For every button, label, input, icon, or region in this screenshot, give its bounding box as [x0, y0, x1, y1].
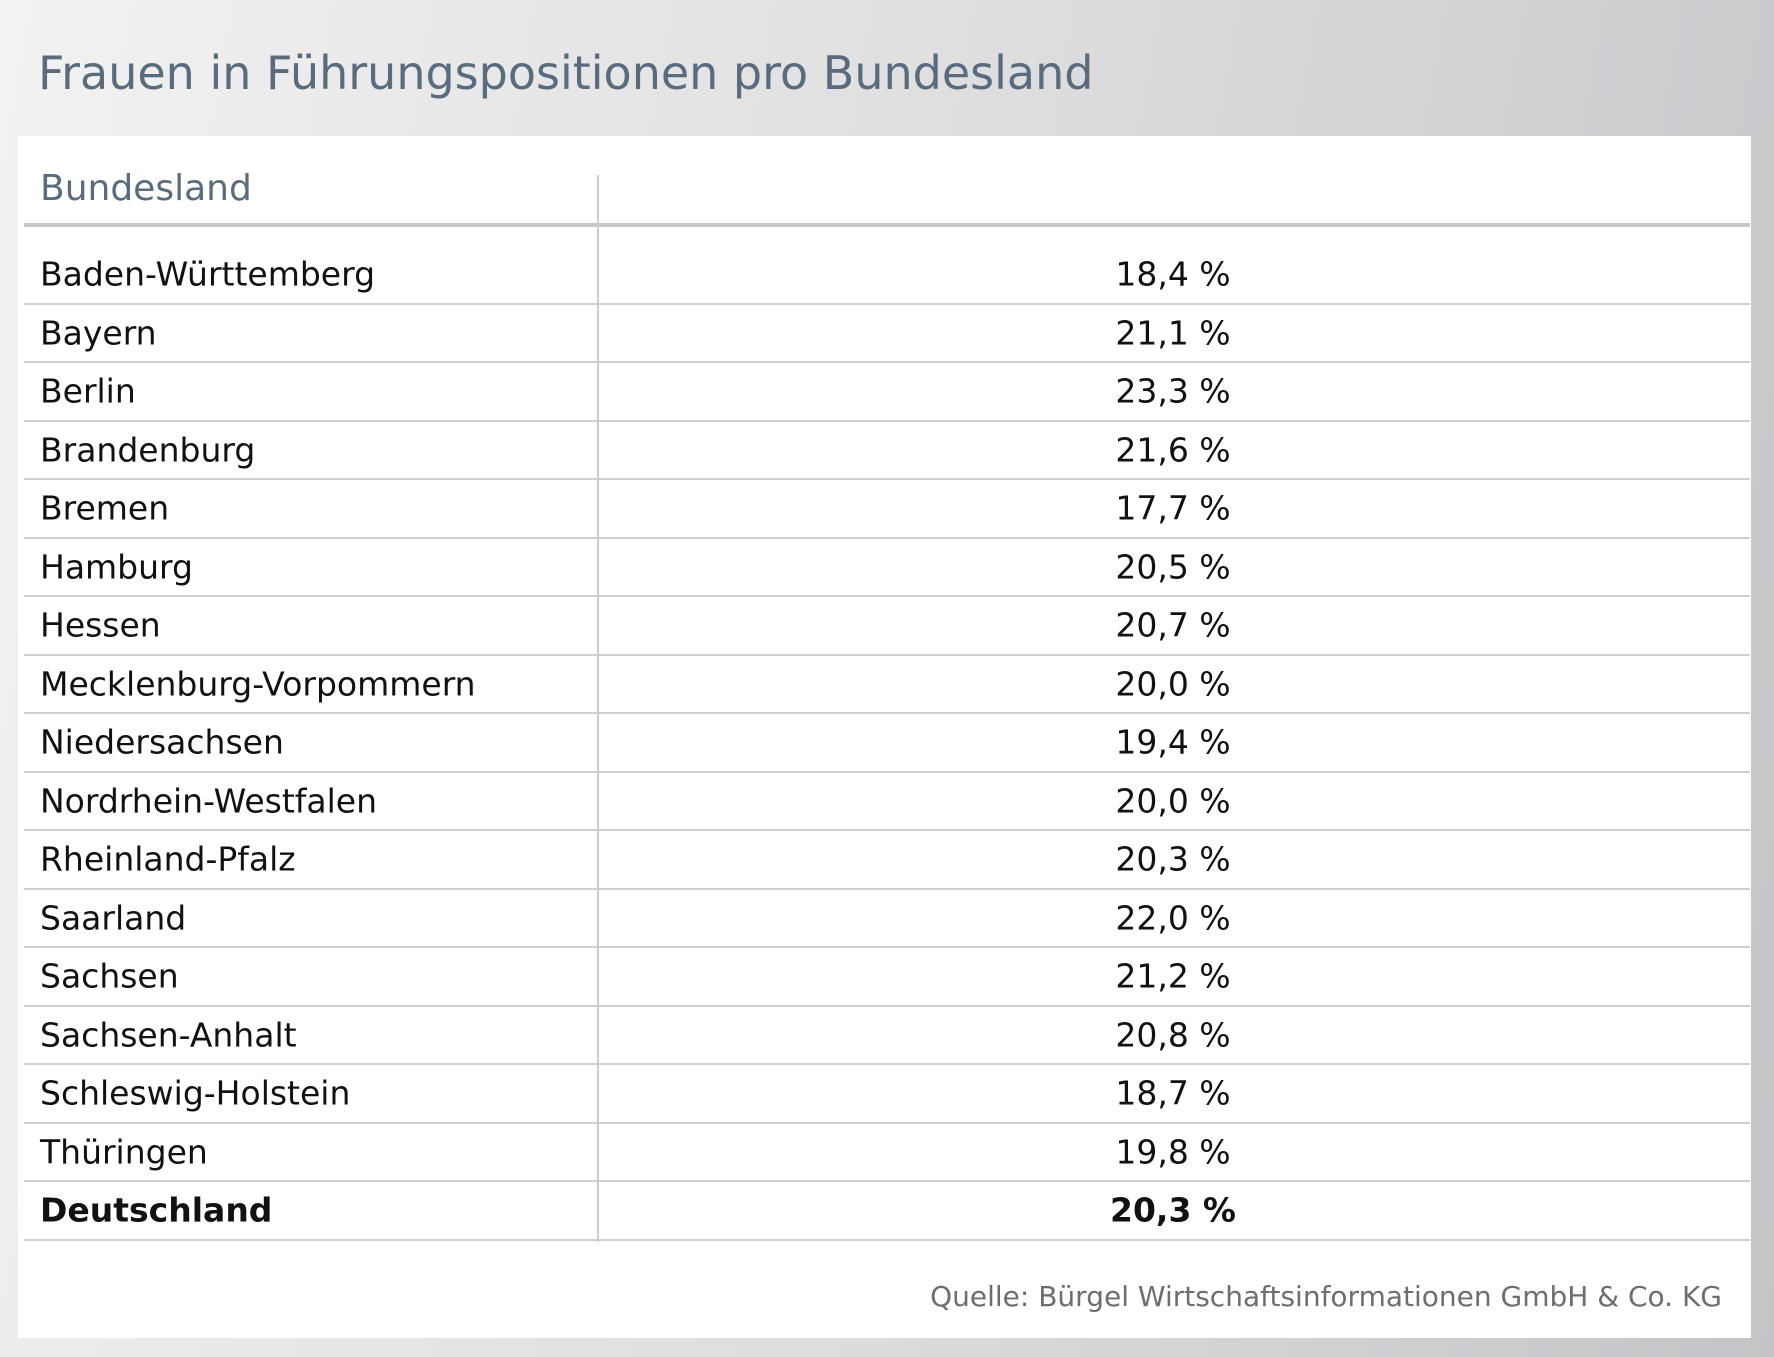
table-row: Bremen 17,7 % [24, 480, 1750, 539]
table-row: Sachsen-Anhalt 20,8 % [24, 1007, 1750, 1065]
state-name: Sachsen-Anhalt [40, 1015, 297, 1055]
share-value: 20,7 % [1115, 605, 1231, 645]
title: Frauen in Führungspositionen pro Bundesl… [38, 46, 1094, 100]
table-row: Deutschland 20,3 % [24, 1182, 1750, 1241]
state-name: Thüringen [40, 1132, 208, 1172]
table-row: Hamburg 20,5 % [24, 539, 1750, 597]
header-rule [24, 223, 1750, 227]
state-name: Rheinland-Pfalz [40, 839, 296, 879]
state-name: Baden-Württemberg [40, 254, 376, 294]
table-row: Schleswig-Holstein 18,7 % [24, 1065, 1750, 1124]
table-row: Bayern 21,1 % [24, 305, 1750, 363]
state-name: Bremen [40, 488, 170, 528]
share-value: 18,7 % [1115, 1073, 1231, 1113]
state-name: Nordrhein-Westfalen [40, 781, 378, 821]
table-row: Niedersachsen 19,4 % [24, 714, 1750, 773]
state-name: Deutschland [40, 1190, 273, 1230]
share-value: 20,3 % [1115, 839, 1231, 879]
share-value: 20,8 % [1115, 1015, 1231, 1055]
state-name: Hamburg [40, 547, 193, 587]
table-row: Baden-Württemberg 18,4 % [24, 246, 1750, 305]
table-row: Nordrhein-Westfalen 20,0 % [24, 773, 1750, 831]
share-value: 20,0 % [1115, 664, 1231, 704]
state-name: Brandenburg [40, 430, 256, 470]
table-row: Sachsen 21,2 % [24, 948, 1750, 1007]
table-row: Brandenburg 21,6 % [24, 422, 1750, 480]
share-value: 17,7 % [1115, 488, 1231, 528]
share-value: 18,4 % [1115, 254, 1231, 294]
share-value: 21,6 % [1115, 430, 1231, 470]
table-row: Rheinland-Pfalz 20,3 % [24, 831, 1750, 890]
share-value: 20,3 % [1110, 1190, 1236, 1230]
share-value: 20,5 % [1115, 547, 1231, 587]
share-value: 23,3 % [1115, 371, 1231, 411]
share-value: 19,8 % [1115, 1132, 1231, 1172]
state-name: Saarland [40, 898, 187, 938]
state-name: Bayern [40, 313, 157, 353]
table-row: Thüringen 19,8 % [24, 1124, 1750, 1182]
column-header: Bundesland [40, 168, 252, 209]
table-row: Mecklenburg-Vorpommern 20,0 % [24, 656, 1750, 714]
source-note: Quelle: Bürgel Wirtschaftsinformationen … [930, 1280, 1722, 1313]
state-name: Sachsen [40, 956, 179, 996]
share-value: 20,0 % [1115, 781, 1231, 821]
share-value: 22,0 % [1115, 898, 1231, 938]
state-name: Niedersachsen [40, 722, 284, 762]
share-value: 21,1 % [1115, 313, 1231, 353]
share-value: 19,4 % [1115, 722, 1231, 762]
share-value: 21,2 % [1115, 956, 1231, 996]
column-divider [597, 175, 599, 1242]
panel [18, 136, 1751, 1338]
table-row: Berlin 23,3 % [24, 363, 1750, 422]
state-name: Mecklenburg-Vorpommern [40, 664, 476, 704]
state-name: Schleswig-Holstein [40, 1073, 351, 1113]
table-row: Saarland 22,0 % [24, 890, 1750, 948]
state-name: Berlin [40, 371, 136, 411]
table-row: Hessen 20,7 % [24, 597, 1750, 656]
state-name: Hessen [40, 605, 161, 645]
